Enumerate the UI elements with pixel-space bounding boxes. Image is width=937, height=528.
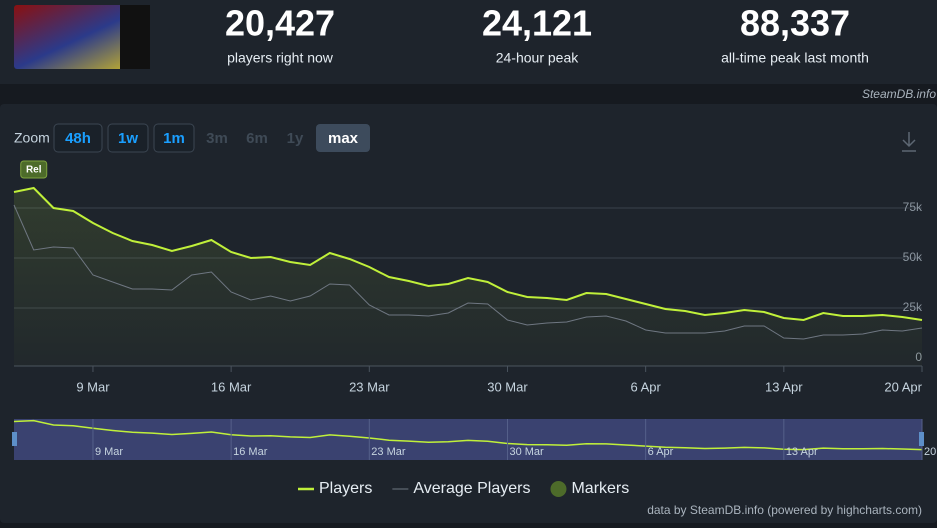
legend-swatch[interactable] xyxy=(550,481,567,497)
stat-value: 88,337 xyxy=(740,3,850,44)
stat-value: 20,427 xyxy=(225,3,335,44)
zoom-button[interactable] xyxy=(316,124,370,152)
navigator-line xyxy=(13,419,923,451)
zoom-button[interactable] xyxy=(153,123,195,153)
x-tick-label: 30 Mar xyxy=(487,379,528,394)
stat-label: 24-hour peak xyxy=(496,50,580,66)
zoom-button-label[interactable]: 1m xyxy=(163,130,185,147)
navigator-series: 9 Mar 16 Mar 23 Mar 30 Mar 6 Apr 13 Apr 20 Apr xyxy=(13,419,937,460)
navigator-label: 20 Apr xyxy=(924,446,937,458)
credits: data by SteamDB.info (powered by highcha… xyxy=(647,503,922,517)
zoom-button-label[interactable]: 3m xyxy=(206,130,228,147)
navigator-handle[interactable] xyxy=(12,432,17,446)
source-link[interactable]: SteamDB.info xyxy=(862,87,936,101)
zoom-button-label[interactable]: 6m xyxy=(246,130,268,147)
stat-value: 24,121 xyxy=(482,3,592,44)
navigator xyxy=(14,419,922,460)
game-thumbnail xyxy=(14,5,150,69)
area xyxy=(14,188,922,366)
zoom-button[interactable] xyxy=(107,123,149,153)
y-tick-label: 75k xyxy=(903,200,923,214)
navigator-handle[interactable] xyxy=(919,432,924,446)
x-tick-label: 9 Mar xyxy=(76,379,110,394)
legend-label[interactable]: Average Players xyxy=(413,480,530,497)
x-tick-label: 16 Mar xyxy=(211,379,252,394)
y-tick-label: 50k xyxy=(903,250,923,264)
zoom-button-label[interactable]: 1y xyxy=(287,130,304,147)
navigator-label: 23 Mar xyxy=(371,446,406,458)
x-tick-label: 6 Apr xyxy=(630,379,661,394)
stat-label: all-time peak last month xyxy=(721,50,869,66)
x-tick-label: 13 Apr xyxy=(765,379,803,394)
series-line xyxy=(13,204,923,340)
navigator-label: 13 Apr xyxy=(786,446,818,458)
zoom-label: Zoom xyxy=(14,130,50,146)
series-line xyxy=(13,186,923,322)
navigator-label: 30 Mar xyxy=(509,446,544,458)
legend: Players Average Players Markers xyxy=(298,480,629,497)
thumbnail-logo xyxy=(120,5,150,69)
marker-flag[interactable] xyxy=(20,160,48,179)
stat-label: players right now xyxy=(227,50,334,66)
x-tick-label: 23 Mar xyxy=(349,379,390,394)
navigator-label: 16 Mar xyxy=(233,446,268,458)
navigator-label: 9 Mar xyxy=(95,446,123,458)
zoom-button-label[interactable]: max xyxy=(328,130,359,147)
legend-label[interactable]: Markers xyxy=(571,480,629,497)
download-icon[interactable] xyxy=(902,132,916,152)
zoom-button-label[interactable]: 1w xyxy=(118,130,138,147)
marker-label: Rel xyxy=(26,165,42,176)
zoom-button[interactable] xyxy=(53,123,103,153)
navigator-label: 6 Apr xyxy=(648,446,674,458)
zoom-buttons: 48h 1w 1m 3m 6m 1y max xyxy=(53,123,370,153)
zoom-button-label[interactable]: 48h xyxy=(65,130,91,147)
stats-bar xyxy=(0,0,937,84)
x-tick-label: 20 Apr xyxy=(884,379,922,394)
legend-label[interactable]: Players xyxy=(319,480,372,497)
y-tick-label: 25k xyxy=(903,300,923,314)
